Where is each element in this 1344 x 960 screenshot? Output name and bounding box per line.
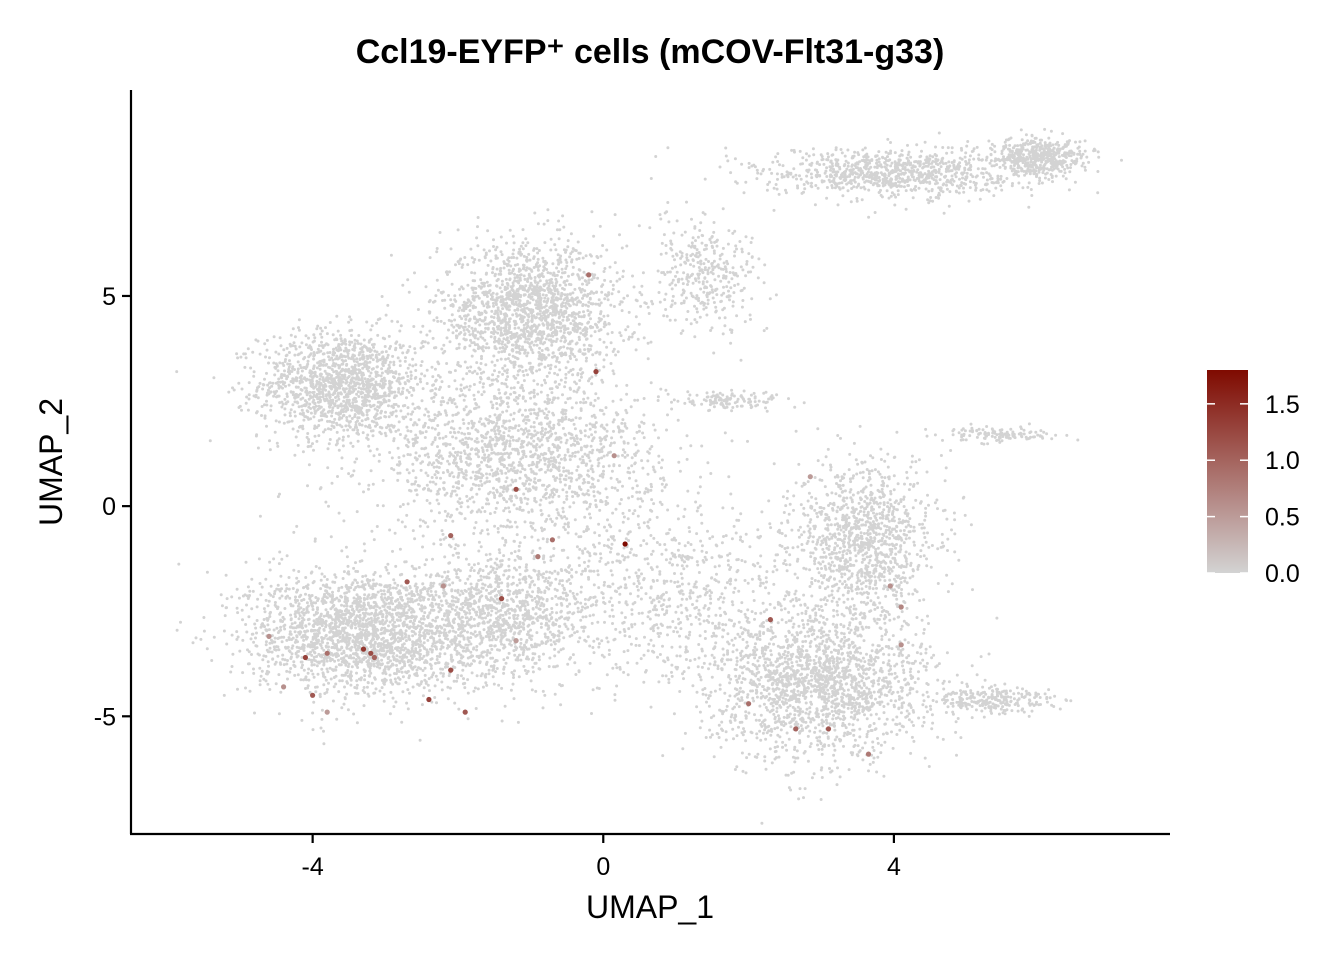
- colorbar-tick-label: 0.5: [1265, 504, 1300, 532]
- x-tick-label: 0: [596, 853, 610, 881]
- expressing-cell-point: [499, 596, 505, 602]
- colorbar-ticks: 0.0 0.5 1.0 1.5: [1207, 391, 1300, 588]
- expressing-cells: [266, 272, 904, 757]
- colorbar-tick-label: 1.5: [1265, 391, 1300, 419]
- expressing-cell-point: [586, 272, 592, 278]
- x-axis-label: UMAP_1: [586, 889, 714, 925]
- y-tick-label: -5: [94, 703, 116, 731]
- expressing-cell-point: [865, 751, 872, 757]
- expressing-cell-point: [767, 617, 774, 623]
- expressing-cell-point: [513, 486, 519, 492]
- expressing-cell-point: [462, 709, 468, 715]
- expressing-cell-point: [281, 684, 287, 690]
- expressing-cell-point: [746, 701, 752, 707]
- colorbar-tick-label: 1.0: [1265, 447, 1300, 475]
- y-axis-label: UMAP_2: [33, 398, 69, 526]
- expressing-cell-point: [448, 667, 454, 673]
- expressing-cell-point: [440, 583, 446, 589]
- y-tick-label: 5: [102, 283, 116, 311]
- expressing-cell-point: [302, 654, 308, 661]
- colorbar-gradient: [1207, 370, 1248, 573]
- expressing-cell-point: [898, 604, 904, 610]
- expressing-cell-point: [371, 654, 377, 661]
- x-tick-label: 4: [887, 853, 901, 881]
- x-tick-label: -4: [302, 853, 324, 881]
- expressing-cell-point: [549, 537, 556, 543]
- expressing-cell-point: [426, 696, 432, 703]
- expressing-cell-point: [448, 533, 454, 539]
- expressing-cell-point: [622, 541, 628, 547]
- expressing-cell-point: [324, 709, 330, 715]
- background-cells: [175, 127, 1124, 825]
- color-legend: 0.0 0.5 1.0 1.5: [1207, 370, 1300, 588]
- y-tick-label: 0: [102, 493, 116, 521]
- x-axis-ticks: -4 0 4: [302, 834, 901, 881]
- colorbar-tick-label: 0.0: [1265, 560, 1300, 588]
- expressing-cell-point: [793, 726, 799, 732]
- expressing-cell-point: [368, 650, 374, 656]
- expressing-cell-point: [807, 474, 813, 480]
- expressing-cell-point: [535, 554, 541, 560]
- expressing-cell-point: [404, 579, 410, 585]
- expressing-cell-point: [324, 650, 330, 656]
- y-axis-ticks: -5 0 5: [94, 283, 131, 731]
- chart-title: Ccl19-EYFP⁺ cells (mCOV-Flt31-g33): [356, 33, 945, 71]
- expressing-cell-point: [887, 583, 893, 589]
- expressing-cell-point: [266, 633, 272, 640]
- expressing-cell-point: [898, 642, 904, 648]
- expressing-cell-point: [310, 692, 316, 698]
- expressing-cell-point: [593, 369, 599, 375]
- expressing-cell-point: [360, 646, 367, 652]
- expressing-cell-point: [513, 638, 519, 644]
- expressing-cell-point: [611, 453, 617, 459]
- scatter-points: [175, 127, 1124, 825]
- expressing-cell-point: [825, 726, 832, 732]
